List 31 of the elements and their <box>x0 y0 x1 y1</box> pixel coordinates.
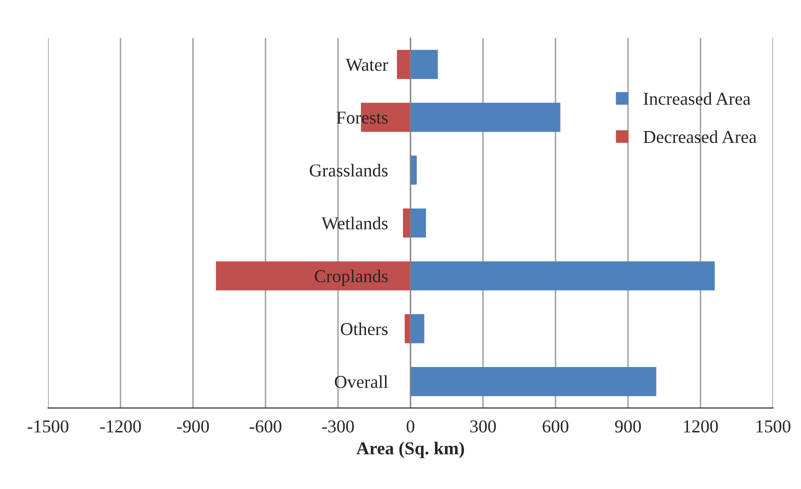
bar <box>396 50 410 79</box>
bar <box>410 314 424 344</box>
bar <box>410 50 438 79</box>
y-tick-label: Overall <box>334 375 388 388</box>
x-tick-label: -300 <box>322 420 354 433</box>
x-tick-label: 600 <box>542 420 568 433</box>
legend-label: Increased Area <box>644 92 750 105</box>
y-tick-label: Croplands <box>314 270 388 286</box>
x-tick-label: 300 <box>470 420 496 433</box>
y-tick-label: Water <box>346 58 388 71</box>
x-tick-label: -1500 <box>28 420 68 433</box>
bar <box>216 261 410 290</box>
bar <box>410 156 417 185</box>
x-tick-label: 1500 <box>756 420 790 433</box>
x-tick-label: -900 <box>177 420 209 433</box>
y-tick-label: Grasslands <box>310 164 388 177</box>
x-tick-label: 0 <box>406 420 414 433</box>
x-tick-label: -600 <box>250 420 282 433</box>
bar <box>404 314 410 344</box>
bar <box>403 208 410 238</box>
bar <box>410 367 656 396</box>
legend-label: Decreased Area <box>643 130 756 144</box>
x-tick-label: 900 <box>615 420 641 433</box>
bar <box>410 261 715 290</box>
bar <box>410 102 560 132</box>
x-axis-title: Area (Sq. km) <box>356 442 464 458</box>
y-tick-label: Wetlands <box>322 216 388 230</box>
x-tick-label: 1200 <box>684 420 718 433</box>
x-tick-label: -1200 <box>100 420 141 433</box>
bar <box>410 208 426 238</box>
y-tick-label: Others <box>340 322 388 336</box>
